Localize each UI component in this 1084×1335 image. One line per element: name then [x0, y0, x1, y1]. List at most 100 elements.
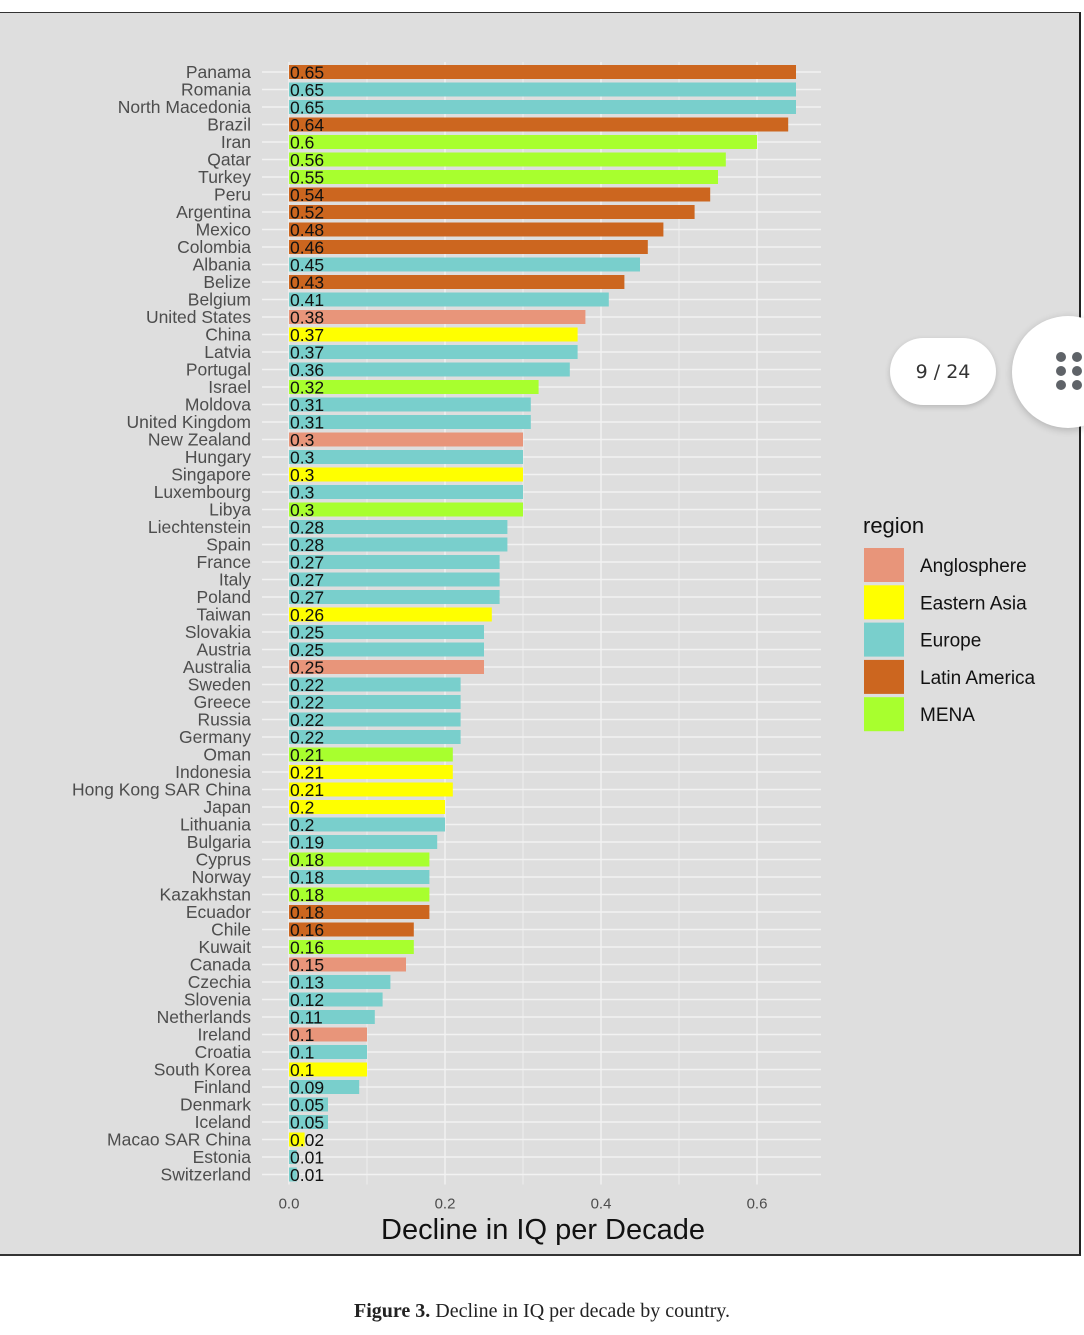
bar [289, 800, 445, 814]
x-axis-title: Decline in IQ per Decade [381, 1214, 705, 1246]
legend-title: region [863, 513, 924, 538]
value-label: 0.22 [290, 728, 324, 748]
country-label: Russia [198, 710, 252, 730]
country-label: Japan [203, 797, 251, 817]
country-label: Macao SAR China [107, 1130, 251, 1150]
value-label: 0.27 [290, 570, 324, 590]
country-label: Chile [211, 920, 251, 940]
page-indicator: 9 / 24 [890, 338, 996, 405]
bar [289, 240, 648, 254]
value-label: 0.25 [290, 623, 324, 643]
value-label: 0.37 [290, 325, 324, 345]
country-label: Czechia [188, 972, 251, 992]
country-label: Colombia [177, 237, 251, 257]
country-label: Kuwait [198, 937, 251, 957]
country-label: Libya [209, 500, 251, 520]
bar [289, 1097, 328, 1112]
value-label: 0.05 [290, 1095, 324, 1115]
legend-label: Anglosphere [920, 556, 1027, 577]
country-label: Israel [208, 377, 251, 397]
value-label: 0.32 [290, 378, 324, 398]
legend: region Anglosphere Eastern Asia Europe Lati… [863, 513, 1036, 732]
bar [289, 397, 531, 412]
country-label: Singapore [171, 465, 251, 485]
country-label: Brazil [207, 115, 251, 135]
country-label: United States [146, 307, 251, 327]
value-label: 0.12 [290, 990, 324, 1010]
country-label: Moldova [185, 395, 251, 415]
value-label: 0.18 [290, 885, 324, 905]
country-label: Peru [214, 185, 251, 205]
x-tick-label: 0.6 [747, 1196, 768, 1213]
bar [289, 1150, 297, 1164]
value-label: 0.01 [290, 1165, 324, 1185]
value-label: 0.11 [290, 1008, 323, 1028]
value-label: 0.13 [290, 973, 324, 993]
country-label: Slovakia [185, 622, 251, 642]
country-label: Hungary [185, 447, 251, 467]
bar [289, 887, 430, 902]
country-label: Lithuania [180, 815, 251, 835]
value-label: 0.65 [290, 63, 324, 83]
x-tick-label: 0.2 [435, 1196, 456, 1213]
country-label: Kazakhstan [160, 885, 251, 905]
x-tick-label: 0.0 [279, 1196, 300, 1213]
value-label: 0.3 [290, 430, 314, 450]
country-label: Portugal [186, 360, 251, 380]
value-label: 0.65 [290, 80, 324, 100]
legend-label: Eastern Asia [920, 593, 1027, 614]
country-label: Romania [181, 80, 251, 100]
bar [289, 572, 500, 587]
value-label: 0.55 [290, 168, 324, 188]
caption-text: Decline in IQ per decade by country. [430, 1300, 730, 1322]
value-label: 0.15 [290, 955, 324, 975]
bar [289, 520, 508, 534]
figure-caption: Figure 3. Decline in IQ per decade by co… [0, 1300, 1084, 1323]
value-label: 0.37 [290, 343, 324, 363]
country-label: Finland [194, 1077, 251, 1097]
value-label: 0.6 [290, 133, 314, 153]
value-label: 0.18 [290, 850, 324, 870]
country-label: Iran [221, 132, 251, 152]
bar [289, 712, 461, 727]
value-label: 0.45 [290, 255, 324, 275]
country-label: Latvia [204, 342, 251, 362]
x-axis-ticks: 0.0 0.2 0.4 0.6 [279, 1196, 768, 1213]
bar [289, 450, 523, 464]
value-label: 0.22 [290, 710, 324, 730]
country-label: Slovenia [184, 990, 251, 1010]
legend-swatch [864, 548, 904, 582]
country-label: Ecuador [186, 902, 251, 922]
value-label: 0.28 [290, 518, 324, 538]
bar [289, 1010, 375, 1024]
value-label: 0.16 [290, 920, 324, 940]
bar [289, 100, 796, 114]
bar [289, 695, 461, 709]
value-label: 0.21 [290, 763, 324, 783]
country-label: Estonia [193, 1147, 252, 1167]
value-label: 0.56 [290, 150, 324, 170]
value-label: 0.1 [290, 1043, 314, 1063]
country-label: Argentina [176, 202, 251, 222]
bar [289, 257, 640, 272]
value-label: 0.3 [290, 448, 314, 468]
country-label: Oman [203, 745, 251, 765]
value-label: 0.1 [290, 1025, 314, 1045]
bar [289, 485, 523, 499]
bar [289, 362, 570, 377]
country-label: Spain [206, 535, 251, 555]
bar [289, 292, 609, 307]
bar [289, 975, 391, 989]
caption-label: Figure 3. [354, 1300, 431, 1322]
country-label: Australia [183, 657, 251, 677]
country-label: Croatia [195, 1042, 252, 1062]
value-label: 0.22 [290, 675, 324, 695]
value-label: 0.38 [290, 308, 324, 328]
country-label: Canada [190, 955, 252, 975]
country-label: Iceland [195, 1112, 251, 1132]
value-label: 0.3 [290, 483, 314, 503]
bar [289, 415, 531, 429]
value-label: 0.18 [290, 903, 324, 923]
bar [289, 922, 414, 937]
bar [289, 1027, 367, 1042]
